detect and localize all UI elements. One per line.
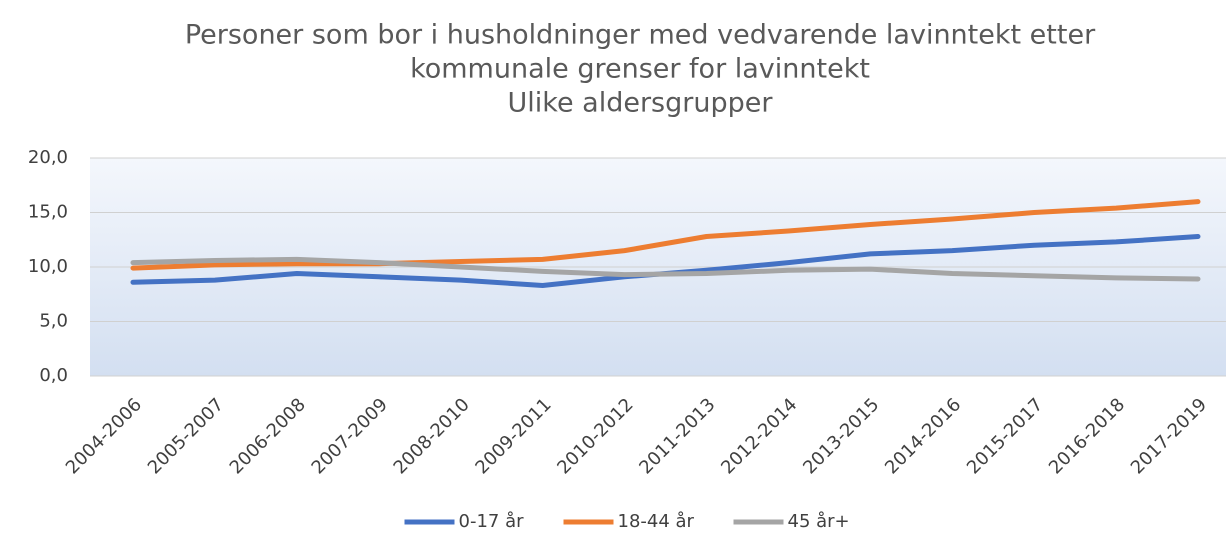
legend-label: 45 år+ [788,511,850,532]
x-tick-label: 2007-2009 [308,394,392,478]
x-tick-label: 2006-2008 [226,394,310,478]
legend-label: 0-17 år [459,511,525,532]
chart-title: Personer som bor i husholdninger med ved… [185,20,1096,51]
x-tick-label: 2017-2019 [1127,394,1211,478]
x-tick-label: 2008-2010 [390,394,474,478]
x-tick-label: 2009-2011 [471,394,555,478]
x-tick-label: 2005-2007 [144,394,228,478]
line-series [130,199,1201,271]
x-tick-label: 2016-2018 [1045,394,1129,478]
x-tick-label: 2012-2014 [717,394,801,478]
y-tick-label: 20,0 [28,147,68,168]
x-tick-label: 2015-2017 [963,394,1047,478]
chart-subtitle: Ulike aldersgrupper [508,88,774,119]
y-tick-label: 5,0 [39,311,68,332]
chart-title: kommunale grenser for lavinntekt [410,54,870,85]
x-tick-label: 2013-2015 [799,394,883,478]
x-tick-label: 2004-2006 [62,394,146,478]
y-tick-label: 10,0 [28,256,68,277]
y-tick-label: 0,0 [39,365,68,386]
x-tick-label: 2014-2016 [881,394,965,478]
y-tick-label: 15,0 [28,202,68,223]
x-tick-label: 2010-2012 [553,394,637,478]
x-tick-label: 2011-2013 [635,394,719,478]
legend-label: 18-44 år [618,511,695,532]
line-series [130,256,1201,282]
